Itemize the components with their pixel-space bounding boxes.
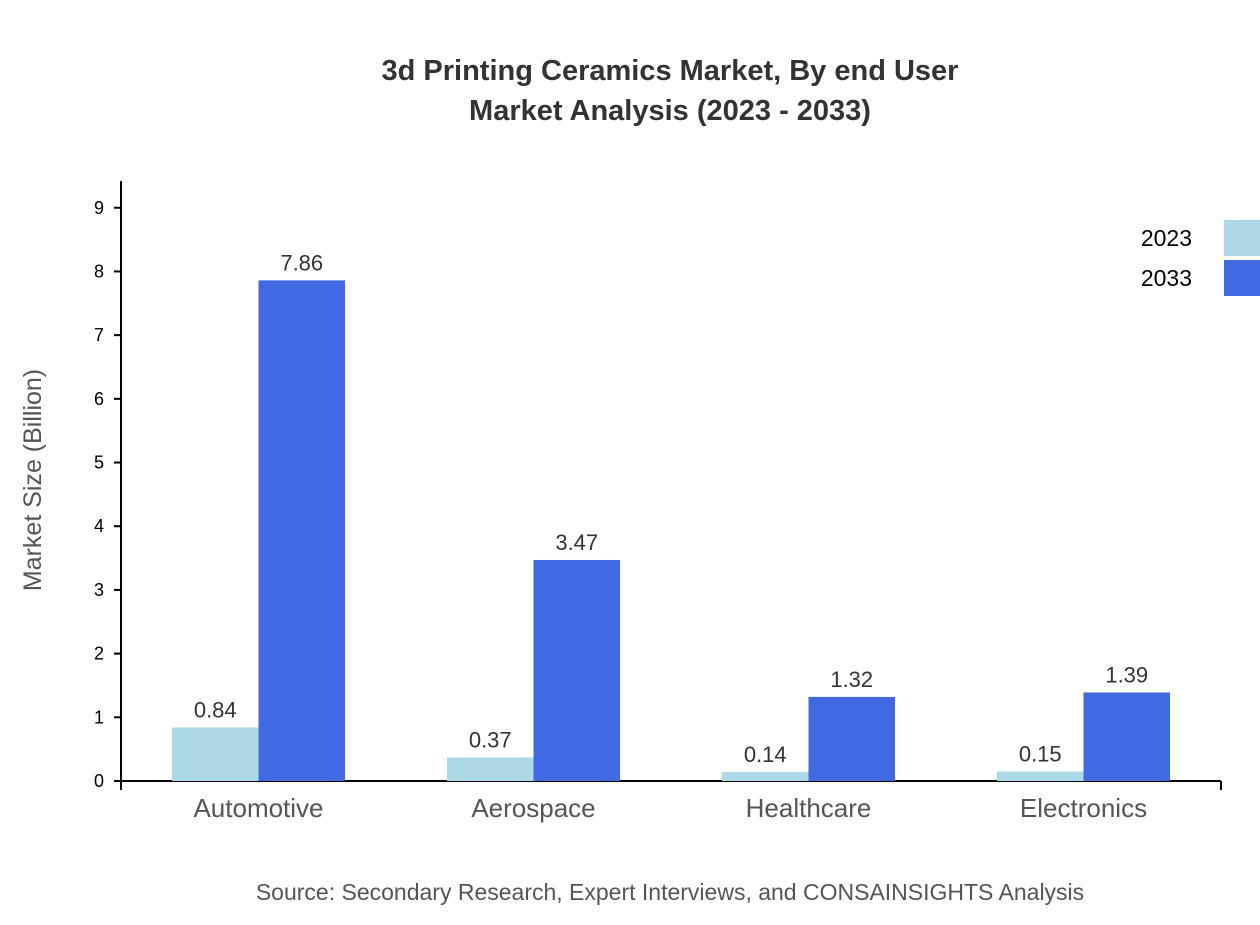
data-label: 1.32 <box>830 667 873 692</box>
x-tick-label: Automotive <box>193 793 323 823</box>
y-tick-label: 4 <box>94 516 104 536</box>
data-label: 0.14 <box>744 742 787 767</box>
y-tick-label: 0 <box>94 771 104 791</box>
bar-2033-automotive <box>258 280 345 781</box>
x-tick-label: Aerospace <box>471 793 595 823</box>
x-tick-label: Healthcare <box>746 793 872 823</box>
y-tick-label: 8 <box>94 261 104 281</box>
chart-title-line2: Market Analysis (2023 - 2033) <box>469 95 871 127</box>
y-axis-label: Market Size (Billion) <box>19 369 47 591</box>
y-tick-label: 3 <box>94 580 104 600</box>
bar-2023-automotive <box>172 727 259 781</box>
y-tick-label: 5 <box>94 453 104 473</box>
data-label: 0.15 <box>1019 741 1062 766</box>
data-label: 7.86 <box>280 250 323 275</box>
legend-label: 2033 <box>1141 265 1192 291</box>
bar-2033-aerospace <box>533 559 620 781</box>
data-label: 0.84 <box>194 697 237 722</box>
bar-2033-healthcare <box>808 696 895 781</box>
data-label: 3.47 <box>555 530 598 555</box>
y-tick-label: 2 <box>94 644 104 664</box>
legend-label: 2023 <box>1141 225 1192 251</box>
y-tick-label: 6 <box>94 389 104 409</box>
y-tick-label: 1 <box>94 707 104 727</box>
x-tick-label: Electronics <box>1020 793 1147 823</box>
bar-2033-electronics <box>1083 692 1170 781</box>
legend-swatch-2033 <box>1224 260 1260 296</box>
legend-swatch-2023 <box>1224 220 1260 256</box>
bar-2023-electronics <box>997 771 1084 781</box>
chart-title-line1: 3d Printing Ceramics Market, By end User <box>382 55 959 87</box>
data-label: 0.37 <box>469 727 512 752</box>
source-note: Source: Secondary Research, Expert Inter… <box>256 879 1084 905</box>
y-tick-label: 7 <box>94 325 104 345</box>
bar-2023-aerospace <box>447 757 534 781</box>
y-tick-label: 9 <box>94 198 104 218</box>
data-label: 1.39 <box>1105 662 1148 687</box>
bar-2023-healthcare <box>722 772 809 781</box>
legend: 2023 2033 <box>1141 220 1260 296</box>
